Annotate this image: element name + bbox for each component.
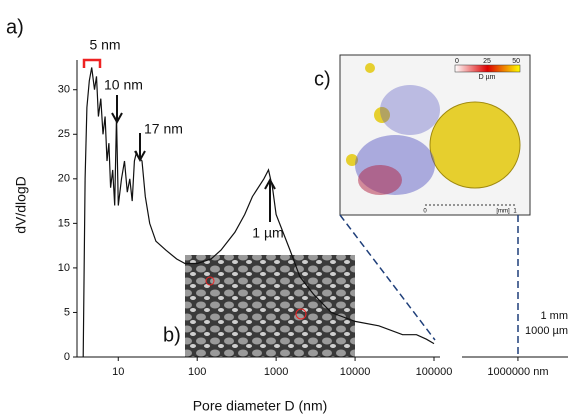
pore: [429, 101, 521, 189]
scale-note: 1 mm: [541, 310, 569, 322]
bracket: [82, 58, 102, 68]
curve: [82, 67, 435, 358]
marker: [295, 308, 307, 320]
colorbar-label: 50: [512, 58, 520, 65]
arrow: [264, 177, 276, 222]
panel-label: c): [314, 68, 331, 90]
colorbar: [454, 64, 521, 73]
arrow: [134, 133, 146, 163]
porosity: [380, 85, 440, 135]
x-tick-label: 10000: [340, 366, 371, 378]
y-tick-label: 15: [58, 217, 70, 229]
x-tick-label: 1000: [264, 366, 288, 378]
scalebar-label: [mm]: [496, 209, 510, 215]
peak-label: 1 µm: [252, 225, 283, 241]
scalebar-label: 1: [513, 209, 517, 215]
y-tick-label: 20: [58, 173, 70, 185]
y-tick-label: 0: [64, 351, 70, 363]
panel-label: b): [163, 324, 181, 346]
y-tick-label: 25: [58, 128, 70, 140]
colorbar-label: 25: [483, 58, 491, 65]
x-tick-label: 1000000 nm: [487, 366, 548, 378]
y-tick-label: 5: [64, 306, 70, 318]
x-tick-label: 100: [188, 366, 206, 378]
scalebar-label: 0: [423, 209, 427, 215]
connector: [339, 214, 436, 341]
scale-note: 1000 µm: [525, 325, 568, 337]
y-axis-title: dV/dlogD: [13, 176, 29, 234]
sem-inset: [185, 255, 355, 357]
y-tick-label: 10: [58, 262, 70, 274]
x-tick-label: 10: [112, 366, 124, 378]
x-axis-title: Pore diameter D (nm): [193, 398, 328, 414]
pore: [374, 107, 390, 123]
porosity: [358, 165, 402, 195]
pore: [365, 63, 375, 73]
x-tick-label: 100000: [416, 366, 453, 378]
colorbar-label: D µm: [479, 74, 496, 81]
y-tick-label: 30: [58, 84, 70, 96]
peak-label: 5 nm: [89, 37, 120, 53]
peak-label: 17 nm: [144, 121, 183, 137]
panel-label: a): [6, 16, 24, 38]
pore: [346, 154, 358, 166]
peak-label: 10 nm: [104, 77, 143, 93]
marker: [205, 276, 215, 286]
colorbar-label: 0: [455, 58, 459, 65]
